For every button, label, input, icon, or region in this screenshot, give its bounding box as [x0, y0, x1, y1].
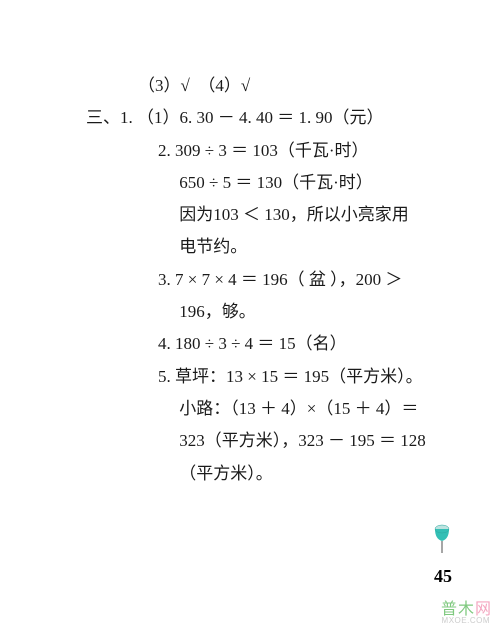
- pushpin-icon: [430, 523, 454, 555]
- page-number: 45: [434, 566, 452, 587]
- text-line: 3. 7 × 7 × 4 ＝ 196（ 盆 ），200 ＞: [60, 264, 440, 296]
- text-line: 5. 草坪：13 × 15 ＝ 195（平方米）。: [60, 361, 440, 393]
- text-line: 323（平方米），323 － 195 ＝ 128: [60, 425, 440, 457]
- text-line: 2. 309 ÷ 3 ＝ 103（千瓦·时）: [60, 135, 440, 167]
- text-line: 650 ÷ 5 ＝ 130（千瓦·时）: [60, 167, 440, 199]
- watermark-url: MXOE.COM: [442, 616, 490, 625]
- text-line: 小路：（13 ＋ 4）×（15 ＋ 4）＝: [60, 393, 440, 425]
- text-line: 三、1. （1）6. 30 － 4. 40 ＝ 1. 90（元）: [60, 102, 440, 134]
- text-line: （3）√ （4）√: [60, 70, 440, 102]
- answer-content: （3）√ （4）√ 三、1. （1）6. 30 － 4. 40 ＝ 1. 90（…: [0, 0, 500, 490]
- text-line: 4. 180 ÷ 3 ÷ 4 ＝ 15（名）: [60, 328, 440, 360]
- text-line: 196，够。: [60, 296, 440, 328]
- text-line: （平方米）。: [60, 458, 440, 490]
- text-line: 电节约。: [60, 231, 440, 263]
- text-line: 因为103 ＜ 130，所以小亮家用: [60, 199, 440, 231]
